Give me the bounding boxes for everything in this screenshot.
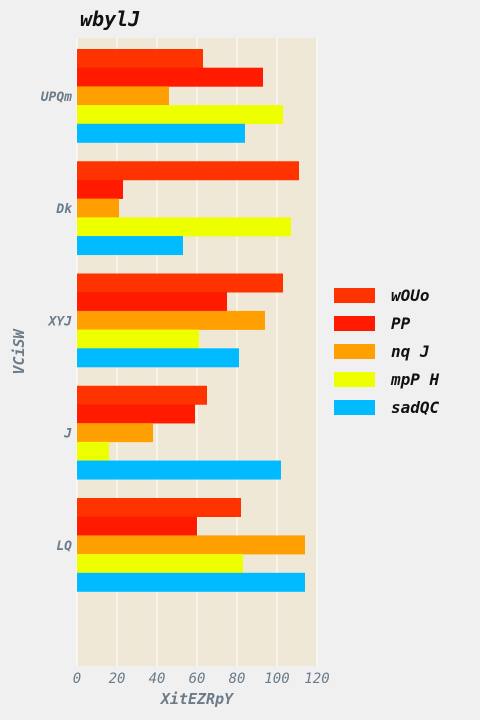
bar-XYJ-PP [77,292,227,312]
x-tick-label: 120 [304,671,329,687]
legend-swatch [334,400,375,415]
bar-XYJ-wOUo [77,273,283,293]
bar-UPQm-nq-J [77,86,169,106]
bar-XYJ-nq-J [77,310,265,330]
x-tick-labels: 0 20 40 60 80 100 120 [73,671,330,687]
x-tick-label: 40 [149,671,166,687]
x-tick-label: 20 [109,671,126,687]
bar-UPQm-PP [77,67,263,87]
category-label: J [63,427,72,442]
y-axis-label: VCiSW [10,327,28,374]
bar-UPQm-mpP-H [77,105,283,125]
legend-swatch [334,288,375,303]
bar-J-nq-J [77,423,153,443]
bar-J-wOUo [77,385,207,405]
x-tick-label: 60 [189,671,206,687]
category-label: XYJ [48,314,73,329]
bar-Dk-sadQC [77,236,183,256]
legend-label: wOUo [391,286,430,305]
bar-LQ-PP [77,516,197,536]
x-tick-label: 0 [73,671,81,687]
bar-J-PP [77,404,195,424]
chart-title: wbylJ [80,7,140,31]
x-axis-label: XitEZRpY [159,690,234,708]
bar-LQ-mpP-H [77,554,243,574]
x-tick-label: 100 [264,671,289,687]
bar-UPQm-wOUo [77,49,203,68]
category-label: Dk [55,202,73,217]
x-tick-label: 80 [229,671,246,687]
category-labels: UPQm Dk XYJ J LQ [41,90,73,554]
legend-swatch [334,316,375,331]
legend-label: PP [391,314,411,333]
legend-label: mpP H [390,370,440,389]
bars [77,49,305,592]
legend: wOUo PP nq J mpP H sadQC [334,286,440,417]
bar-LQ-wOUo [77,498,241,517]
category-label: UPQm [41,90,72,105]
bar-J-mpP-H [77,441,109,461]
bar-XYJ-sadQC [77,348,239,368]
category-label: LQ [56,539,72,554]
bar-XYJ-mpP-H [77,329,199,349]
legend-swatch [334,372,375,387]
bar-Dk-mpP-H [77,217,291,237]
legend-label: sadQC [391,398,440,417]
bar-LQ-sadQC [77,572,305,592]
bar-J-sadQC [77,460,281,480]
legend-swatch [334,344,375,359]
bar-UPQm-sadQC [77,123,245,143]
bar-Dk-wOUo [77,161,299,181]
legend-label: nq J [391,342,430,361]
bar-LQ-nq-J [77,535,305,555]
bar-Dk-nq-J [77,198,119,218]
bar-Dk-PP [77,179,123,199]
